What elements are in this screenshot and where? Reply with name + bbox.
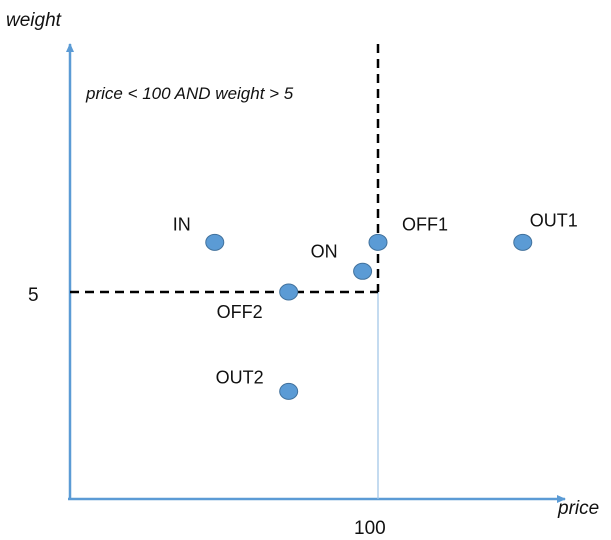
point-out2 <box>279 382 299 400</box>
y-axis-label: weight <box>6 10 62 31</box>
point-out1 <box>513 233 533 251</box>
condition-label: price < 100 AND weight > 5 <box>85 84 294 103</box>
x-axis-label: price <box>557 498 599 519</box>
point-label-off2: OFF2 <box>217 302 263 322</box>
point-off2 <box>279 283 299 301</box>
point-off1 <box>368 233 388 251</box>
point-in <box>205 233 225 251</box>
points-layer: IN OFF1 OUT1 ON OFF2 OUT2 <box>173 210 578 400</box>
point-on <box>353 262 373 280</box>
y-tick-label: 5 <box>28 285 39 306</box>
point-label-on: ON <box>311 241 338 261</box>
point-label-out2: OUT2 <box>216 367 264 387</box>
point-label-out1: OUT1 <box>530 210 578 230</box>
point-label-in: IN <box>173 214 191 234</box>
x-tick-label: 100 <box>354 518 386 539</box>
point-label-off1: OFF1 <box>402 214 448 234</box>
